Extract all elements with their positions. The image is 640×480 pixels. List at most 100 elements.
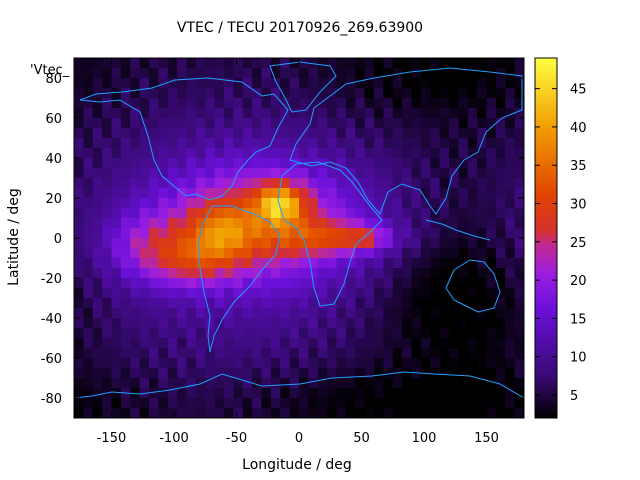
heat-cell (224, 208, 234, 219)
heat-cell (467, 158, 478, 169)
heat-cell (120, 328, 131, 339)
heat-cell (402, 128, 413, 139)
heat-cell (420, 388, 431, 399)
heat-cell (83, 268, 94, 279)
heat-cell (374, 188, 384, 199)
heat-cell (214, 58, 225, 69)
heat-cell (74, 358, 84, 369)
heat-cell (242, 388, 253, 399)
heat-cell (270, 118, 281, 129)
heat-cell (486, 98, 497, 109)
heat-cell (336, 318, 347, 329)
heat-cell (477, 138, 488, 149)
heat-cell (495, 288, 506, 299)
heat-cell (505, 238, 516, 249)
heat-cell (514, 368, 524, 379)
heat-cell (467, 358, 478, 369)
heat-cell (383, 228, 394, 239)
colorbar-tick-label: 15 (570, 312, 587, 327)
heat-cell (449, 308, 459, 319)
heat-cell (149, 98, 159, 109)
heat-cell (486, 278, 497, 289)
colorbar-tick-label: 20 (570, 274, 587, 289)
heat-cell (167, 308, 178, 319)
heat-cell (102, 308, 113, 319)
heat-cell (374, 178, 384, 189)
heat-cell (205, 88, 216, 99)
heat-cell (242, 218, 253, 229)
heat-cell (505, 328, 516, 339)
heat-cell (186, 158, 197, 169)
heat-cell (252, 318, 263, 329)
heat-cell (402, 258, 413, 269)
heat-cell (111, 248, 122, 259)
heat-cell (458, 308, 469, 319)
heat-cell (439, 148, 450, 159)
heat-cell (299, 58, 309, 69)
heat-cell (308, 198, 319, 209)
heat-cell (167, 68, 178, 79)
heat-cell (449, 258, 459, 269)
heat-cell (74, 78, 84, 89)
colorbar-tick-label: 5 (570, 389, 578, 404)
heat-cell (214, 388, 225, 399)
heat-cell (402, 108, 413, 119)
heat-cell (224, 268, 234, 279)
heat-cell (355, 388, 366, 399)
heat-cell (449, 128, 459, 139)
heat-cell (139, 248, 150, 259)
heat-cell (261, 238, 272, 249)
heat-cell (486, 58, 497, 69)
heat-cell (214, 208, 225, 219)
heat-cell (364, 78, 375, 89)
heat-cell (392, 408, 403, 418)
heat-cell (111, 138, 122, 149)
heat-cell (186, 58, 197, 69)
heat-cell (411, 58, 422, 69)
heat-cell (327, 358, 338, 369)
heat-cell (149, 348, 159, 359)
heat-cell (402, 318, 413, 329)
heat-cell (167, 318, 178, 329)
heat-cell (149, 178, 159, 189)
heat-cell (177, 388, 188, 399)
heat-cell (280, 178, 291, 189)
heat-cell (495, 308, 506, 319)
colorbar-tick-label: 25 (570, 236, 587, 251)
heat-cell (205, 348, 216, 359)
heat-cell (120, 348, 131, 359)
heat-cell (252, 388, 263, 399)
heat-cell (308, 378, 319, 389)
heat-cell (242, 248, 253, 259)
heat-cell (102, 298, 113, 309)
heat-cell (242, 118, 253, 129)
heat-cell (439, 208, 450, 219)
heat-cell (449, 388, 459, 399)
heat-cell (495, 328, 506, 339)
heat-cell (458, 198, 469, 209)
heat-cell (74, 338, 84, 349)
heat-cell (195, 238, 206, 249)
heat-cell (149, 268, 159, 279)
heat-cell (383, 88, 394, 99)
heat-cell (270, 308, 281, 319)
heat-cell (214, 128, 225, 139)
heat-cell (392, 368, 403, 379)
heat-cell (364, 168, 375, 179)
heat-cell (411, 98, 422, 109)
heat-cell (130, 108, 141, 119)
heat-cell (514, 278, 524, 289)
heat-cell (280, 138, 291, 149)
heat-cell (345, 218, 356, 229)
heat-cell (242, 338, 253, 349)
heat-cell (289, 208, 300, 219)
heat-cell (383, 278, 394, 289)
heat-cell (92, 348, 103, 359)
heat-cell (224, 228, 234, 239)
heat-cell (364, 358, 375, 369)
heat-cell (439, 398, 450, 409)
heat-cell (449, 398, 459, 409)
heat-cell (364, 218, 375, 229)
heat-cell (402, 158, 413, 169)
heat-cell (261, 88, 272, 99)
